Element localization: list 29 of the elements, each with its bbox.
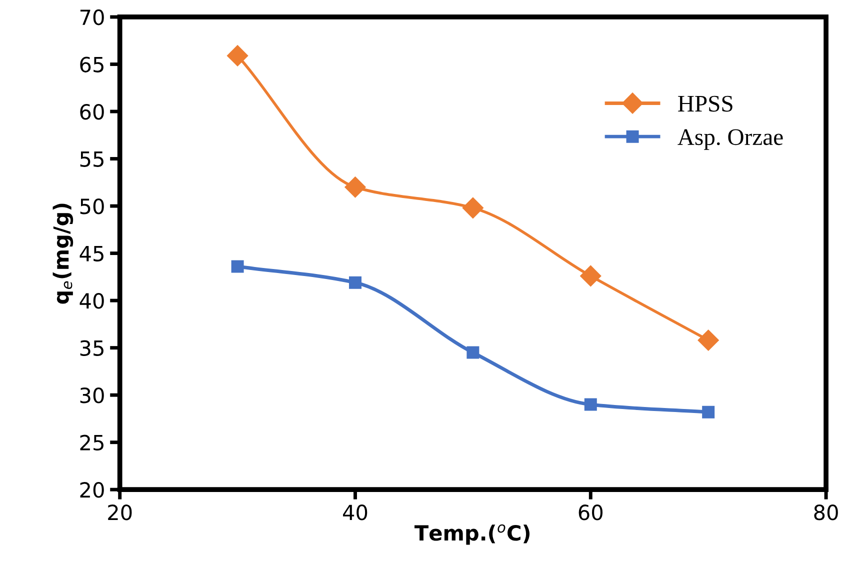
- y-tick-label: 40: [80, 293, 104, 309]
- x-tick-label: 80: [814, 504, 838, 520]
- x-tick-label: 20: [108, 504, 132, 520]
- point: [344, 176, 366, 198]
- point: [227, 45, 248, 66]
- legend-label: Asp. Orzae: [678, 129, 783, 150]
- point: [462, 197, 484, 218]
- y-tick-label: 35: [80, 340, 104, 356]
- y-axis-title: q$_{e}$(mg/g): [52, 204, 74, 304]
- y-tick-label: 25: [80, 434, 104, 451]
- y-tick-label: 70: [80, 9, 104, 26]
- y-tick-label: 30: [80, 388, 104, 404]
- y-tick-label: 50: [80, 198, 104, 214]
- point: [580, 265, 602, 286]
- point: [466, 346, 480, 359]
- x-axis-title: Temp.($^{o}$C): [414, 524, 530, 545]
- y-tick-label: 65: [80, 56, 104, 72]
- y-tick-label: 45: [80, 246, 104, 262]
- y-tick-label: 60: [80, 104, 104, 120]
- point: [231, 260, 244, 273]
- point: [702, 406, 715, 418]
- y-tick-label: 55: [80, 151, 104, 167]
- x-tick-label: 40: [343, 504, 368, 520]
- point: [698, 330, 719, 351]
- x-tick-label: 60: [578, 504, 603, 520]
- y-tick-label: 20: [80, 482, 104, 498]
- point: [584, 398, 597, 411]
- legend-label: HPSS: [678, 96, 732, 112]
- point: [348, 276, 362, 289]
